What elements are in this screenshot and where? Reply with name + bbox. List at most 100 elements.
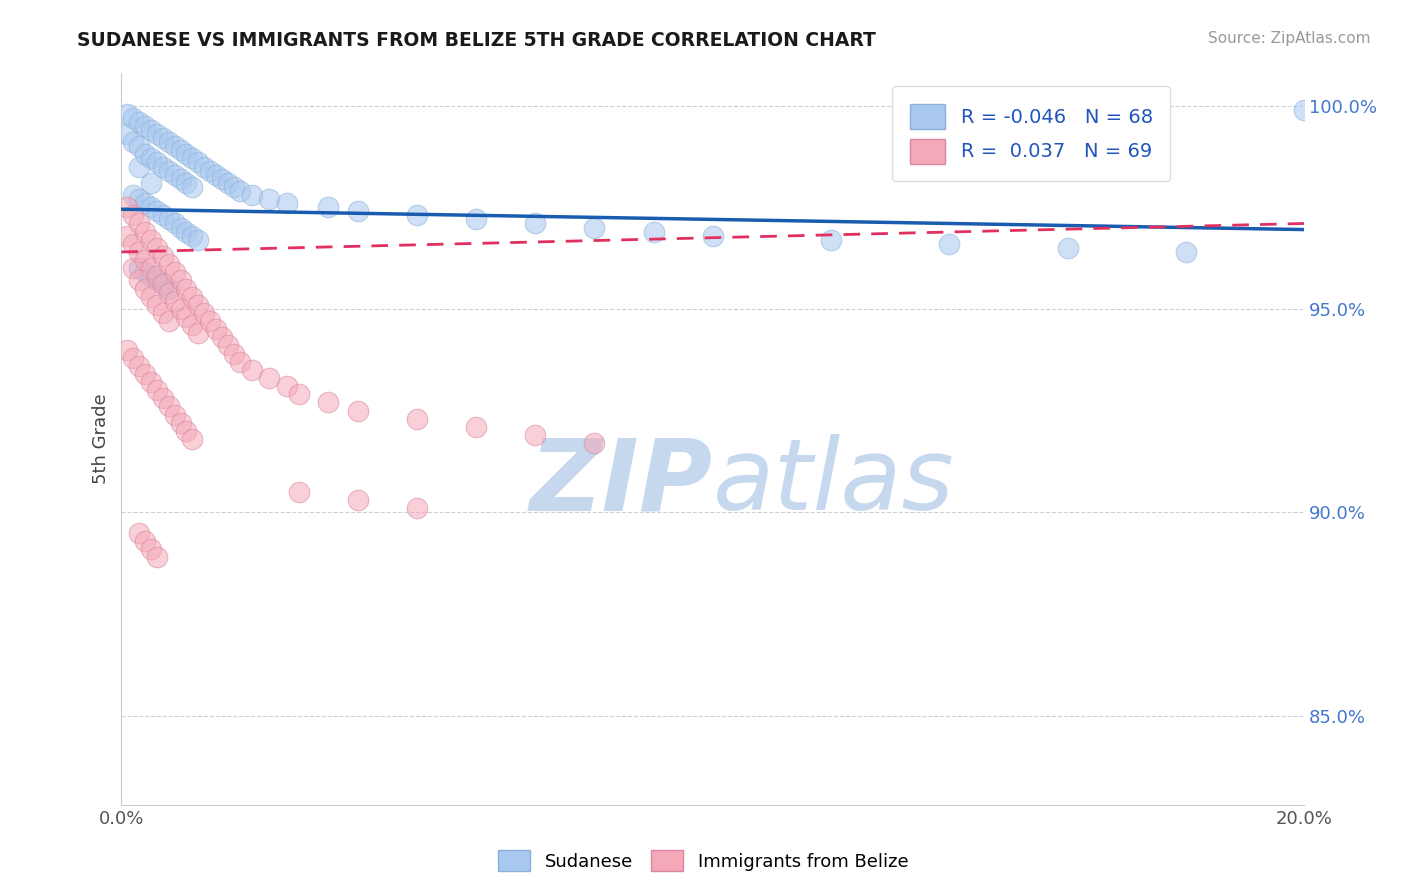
Point (169, 220, 191, 235)
Point (163, 217, 186, 231)
Point (128, 525, 150, 540)
Point (157, 285, 180, 300)
Point (169, 171, 191, 186)
Point (524, 428, 547, 442)
Point (146, 298, 169, 312)
Point (181, 318, 204, 333)
Point (139, 269, 162, 284)
Point (146, 383, 169, 397)
Point (187, 298, 209, 312)
Point (406, 501, 429, 516)
Point (128, 139, 150, 153)
Point (134, 281, 156, 295)
Point (157, 314, 180, 328)
Point (157, 163, 180, 178)
Point (583, 220, 606, 235)
Point (288, 387, 311, 401)
Legend: Sudanese, Immigrants from Belize: Sudanese, Immigrants from Belize (491, 843, 915, 879)
Point (205, 168, 228, 182)
Point (128, 115, 150, 129)
Point (217, 176, 239, 190)
Point (169, 273, 191, 287)
Point (198, 163, 221, 178)
Point (181, 432, 204, 446)
Point (139, 152, 162, 166)
Point (139, 233, 162, 247)
Point (176, 310, 198, 324)
Point (163, 139, 186, 153)
Legend: R = -0.046   N = 68, R =  0.037   N = 69: R = -0.046 N = 68, R = 0.037 N = 69 (893, 87, 1170, 181)
Point (524, 217, 547, 231)
Point (122, 261, 145, 276)
Point (318, 200, 340, 214)
Point (163, 168, 186, 182)
Point (134, 533, 156, 548)
Point (139, 375, 162, 389)
Point (157, 212, 180, 227)
Point (134, 225, 156, 239)
Point (211, 171, 233, 186)
Point (157, 135, 180, 149)
Point (139, 261, 162, 276)
Point (181, 228, 204, 243)
Point (820, 233, 842, 247)
Point (181, 179, 204, 194)
Point (465, 420, 488, 434)
Point (122, 188, 145, 202)
Point (465, 212, 488, 227)
Point (583, 436, 606, 450)
Point (276, 196, 298, 211)
Y-axis label: 5th Grade: 5th Grade (93, 393, 110, 484)
Point (193, 160, 215, 174)
Point (259, 192, 281, 206)
Point (146, 241, 169, 255)
Point (176, 225, 198, 239)
Point (176, 281, 198, 295)
Point (146, 204, 169, 219)
Point (146, 269, 169, 284)
Point (240, 188, 263, 202)
Point (128, 160, 150, 174)
Point (152, 249, 174, 263)
Point (163, 408, 186, 422)
Point (117, 200, 139, 214)
Point (406, 411, 429, 425)
Point (122, 135, 145, 149)
Point (128, 273, 150, 287)
Point (187, 326, 209, 341)
Point (152, 277, 174, 292)
Point (139, 123, 162, 137)
Point (134, 196, 156, 211)
Point (176, 147, 198, 161)
Point (169, 143, 191, 157)
Point (122, 111, 145, 125)
Point (938, 236, 960, 251)
Text: ZIP: ZIP (530, 434, 713, 532)
Point (176, 424, 198, 438)
Point (222, 346, 245, 360)
Point (134, 253, 156, 268)
Point (406, 208, 429, 222)
Point (211, 330, 233, 344)
Point (169, 416, 191, 430)
Point (117, 106, 139, 120)
Point (181, 152, 204, 166)
Point (117, 228, 139, 243)
Point (1294, 103, 1316, 117)
Point (139, 200, 162, 214)
Point (157, 257, 180, 271)
Point (134, 147, 156, 161)
Point (318, 395, 340, 409)
Point (134, 265, 156, 279)
Point (134, 367, 156, 381)
Point (152, 306, 174, 320)
Point (139, 176, 162, 190)
Point (157, 281, 180, 295)
Point (169, 301, 191, 316)
Point (139, 541, 162, 556)
Point (228, 184, 250, 198)
Point (347, 403, 370, 417)
Point (152, 392, 174, 406)
Point (198, 314, 221, 328)
Point (217, 338, 239, 352)
